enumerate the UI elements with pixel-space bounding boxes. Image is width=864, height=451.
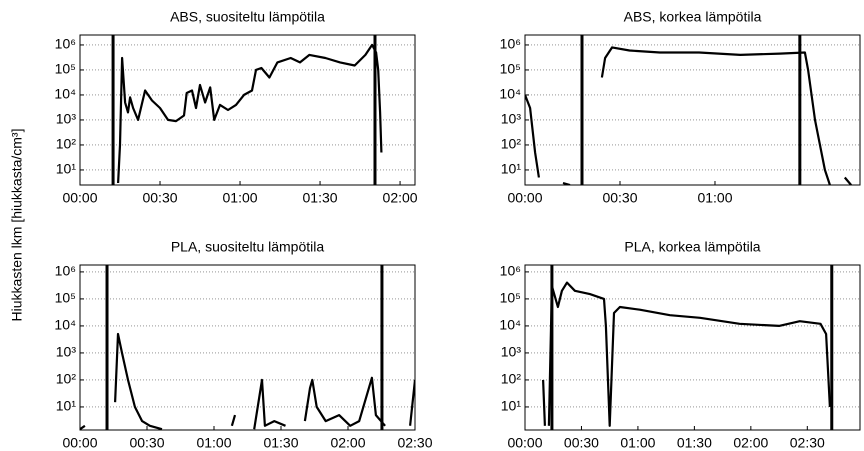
- y-tick-label: 10⁵: [500, 61, 521, 77]
- data-line: [80, 332, 415, 430]
- chart-title: ABS, suositeltu lämpötila: [170, 9, 325, 25]
- y-tick-label: 10⁴: [499, 317, 521, 333]
- subplot: ABS, korkea lämpötila 10¹ 10² 10³ 10⁴ 10⁵ 10⁶ 0…: [499, 9, 861, 206]
- y-tick-label: 10³: [56, 344, 77, 360]
- y-tick-label: 10¹: [56, 398, 77, 414]
- y-tick-label: 10⁶: [55, 263, 76, 279]
- x-tick-label: 00:00: [62, 190, 97, 206]
- y-tick-label: 10⁶: [500, 36, 521, 52]
- x-tick-label: 02:00: [733, 435, 768, 451]
- y-tick-label: 10³: [56, 111, 77, 127]
- x-tick-label: 00:30: [129, 435, 164, 451]
- subplot: PLA, suositeltu lämpötila 10¹ 10² 10³ 10⁴ 10⁵…: [54, 239, 432, 451]
- plot-frame: [79, 264, 416, 431]
- chart-title: ABS, korkea lämpötila: [624, 9, 762, 25]
- chart-title: PLA, korkea lämpötila: [624, 239, 760, 255]
- data-line: [117, 43, 383, 184]
- y-tick-label: 10²: [501, 371, 522, 387]
- x-tick-label: 01:00: [697, 190, 732, 206]
- x-tick-label: 01:00: [620, 435, 655, 451]
- plot-frame: [524, 34, 861, 186]
- x-tick-label: 02:30: [790, 435, 825, 451]
- y-axis-label: Hiukkasten lkm [hiukkasta/cm³]: [9, 129, 25, 322]
- y-tick-label: 10⁵: [500, 290, 521, 306]
- y-tick-label: 10³: [501, 344, 522, 360]
- x-tick-label: 01:30: [263, 435, 298, 451]
- x-tick-label: 00:30: [142, 190, 177, 206]
- x-tick-label: 00:00: [62, 435, 97, 451]
- y-tick-label: 10³: [501, 111, 522, 127]
- y-tick-label: 10¹: [501, 161, 522, 177]
- y-tick-label: 10⁴: [499, 86, 521, 102]
- x-tick-label: 01:30: [303, 190, 338, 206]
- x-tick-label: 02:00: [330, 435, 365, 451]
- y-tick-label: 10⁶: [55, 36, 76, 52]
- y-tick-label: 10²: [56, 136, 77, 152]
- data-line: [525, 46, 852, 185]
- x-tick-label: 00:00: [507, 435, 542, 451]
- x-tick-label: 02:00: [383, 190, 418, 206]
- x-tick-label: 01:00: [223, 190, 258, 206]
- y-tick-label: 10¹: [56, 161, 77, 177]
- plot-frame: [524, 264, 861, 431]
- x-tick-label: 02:30: [397, 435, 432, 451]
- x-tick-label: 00:30: [602, 190, 637, 206]
- y-tick-label: 10⁶: [500, 263, 521, 279]
- y-tick-label: 10⁴: [54, 86, 76, 102]
- y-tick-label: 10²: [56, 371, 77, 387]
- x-tick-label: 00:30: [564, 435, 599, 451]
- y-tick-label: 10¹: [501, 398, 522, 414]
- data-line: [542, 281, 831, 427]
- x-tick-label: 01:00: [196, 435, 231, 451]
- x-tick-label: 01:30: [677, 435, 712, 451]
- y-tick-label: 10⁴: [54, 317, 76, 333]
- subplot: PLA, korkea lämpötila 10¹ 10² 10³ 10⁴ 10⁵ 10⁶ 0…: [499, 239, 861, 451]
- y-tick-label: 10²: [501, 136, 522, 152]
- y-tick-label: 10⁵: [55, 290, 76, 306]
- subplot: ABS, suositeltu lämpötila 10¹ 10² 10³ 10⁴ 10⁵…: [54, 9, 417, 206]
- x-tick-label: 00:00: [507, 190, 542, 206]
- chart-title: PLA, suositeltu lämpötila: [171, 239, 325, 255]
- plot-frame: [79, 34, 416, 186]
- y-tick-label: 10⁵: [55, 61, 76, 77]
